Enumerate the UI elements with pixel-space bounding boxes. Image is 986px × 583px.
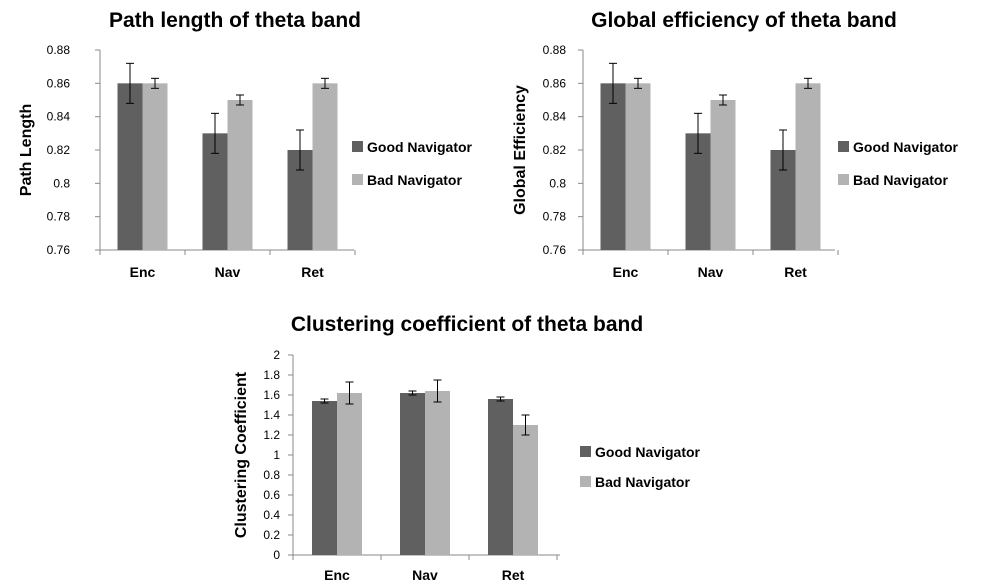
y-tick-label: 0.82 xyxy=(543,143,567,157)
y-tick-label: 0.84 xyxy=(543,110,567,124)
y-tick-label: 0.84 xyxy=(47,110,71,124)
x-tick-label: Enc xyxy=(130,264,156,280)
bar-nav-good-navigator xyxy=(400,393,425,555)
chart-title: Clustering coefficient of theta band xyxy=(291,313,643,336)
x-tick-label: Nav xyxy=(698,264,724,280)
y-tick-label: 0 xyxy=(273,548,280,562)
legend-label: Bad Navigator xyxy=(853,172,948,188)
legend-label: Bad Navigator xyxy=(595,474,690,490)
bar-enc-bad-navigator xyxy=(625,83,651,250)
legend-label: Good Navigator xyxy=(595,444,701,460)
bar-ret-good-navigator xyxy=(488,399,513,555)
y-tick-label: 2 xyxy=(273,348,280,362)
y-tick-label: 0.78 xyxy=(543,210,567,224)
x-tick-label: Enc xyxy=(613,264,639,280)
legend-label: Good Navigator xyxy=(367,139,473,155)
bar-enc-bad-navigator xyxy=(142,83,168,250)
y-tick-label: 0.88 xyxy=(47,43,71,57)
y-tick-label: 1.2 xyxy=(263,428,280,442)
y-tick-label: 0.86 xyxy=(47,76,71,90)
chart-title: Path length of theta band xyxy=(109,9,361,32)
bar-enc-bad-navigator xyxy=(337,393,362,555)
bar-enc-good-navigator xyxy=(312,401,337,555)
chart-title: Global efficiency of theta band xyxy=(591,9,897,32)
x-tick-label: Enc xyxy=(324,567,350,583)
y-tick-label: 0.2 xyxy=(263,528,280,542)
bar-enc-good-navigator xyxy=(600,83,626,250)
x-tick-label: Nav xyxy=(215,264,241,280)
y-tick-label: 1.6 xyxy=(263,388,280,402)
y-tick-label: 0.88 xyxy=(543,43,567,57)
y-tick-label: 0.86 xyxy=(543,76,567,90)
y-tick-label: 0.4 xyxy=(263,508,280,522)
legend-swatch xyxy=(838,141,849,152)
y-tick-label: 0.78 xyxy=(47,210,71,224)
legend-swatch xyxy=(352,174,363,185)
y-tick-label: 1.4 xyxy=(263,408,280,422)
y-axis-label: Clustering Coefficient xyxy=(233,371,250,538)
y-tick-label: 0.76 xyxy=(543,243,567,257)
legend-swatch xyxy=(352,141,363,152)
x-tick-label: Nav xyxy=(412,567,438,583)
y-tick-label: 0.82 xyxy=(47,143,71,157)
chart-1: Path length of theta band Path Length 0.76… xyxy=(18,9,473,280)
y-tick-label: 1.8 xyxy=(263,368,280,382)
x-tick-label: Ret xyxy=(301,264,324,280)
legend-swatch xyxy=(580,446,591,457)
y-tick-label: 0.76 xyxy=(47,243,71,257)
y-tick-label: 0.8 xyxy=(549,176,566,190)
x-tick-label: Ret xyxy=(502,567,525,583)
y-axis-label: Global Efficiency xyxy=(512,85,529,215)
chart-3: Clustering coefficient of theta band Clus… xyxy=(233,313,701,583)
y-tick-label: 0.8 xyxy=(53,176,70,190)
bar-enc-good-navigator xyxy=(117,83,143,250)
bar-nav-bad-navigator xyxy=(425,391,450,555)
bar-nav-bad-navigator xyxy=(227,100,253,250)
bar-ret-bad-navigator xyxy=(513,425,538,555)
y-axis-label: Path Length xyxy=(18,104,35,196)
bar-ret-bad-navigator xyxy=(312,83,338,250)
y-tick-label: 0.6 xyxy=(263,488,280,502)
y-tick-label: 1 xyxy=(273,448,280,462)
chart-2: Global efficiency of theta band Global Ef… xyxy=(512,9,959,280)
y-tick-label: 0.8 xyxy=(263,468,280,482)
legend-swatch xyxy=(838,174,849,185)
bar-ret-bad-navigator xyxy=(795,83,821,250)
bar-nav-bad-navigator xyxy=(710,100,736,250)
x-tick-label: Ret xyxy=(784,264,807,280)
legend-label: Good Navigator xyxy=(853,139,959,155)
legend-swatch xyxy=(580,476,591,487)
legend-label: Bad Navigator xyxy=(367,172,462,188)
